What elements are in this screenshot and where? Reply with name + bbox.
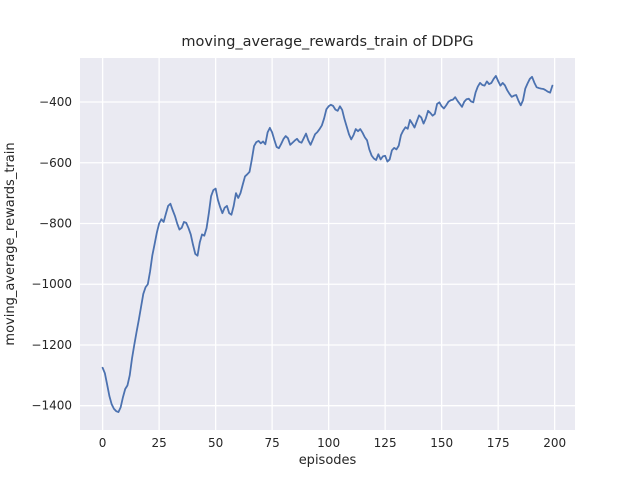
ddpg-reward-line <box>101 75 554 413</box>
x-tick-label: 100 <box>317 436 340 450</box>
y-axis-label: moving_average_rewards_train <box>3 142 18 345</box>
y-tick-label: −1200 <box>31 338 72 352</box>
x-tick-labels: 0 25 50 75 100 125 150 175 200 <box>99 436 566 450</box>
y-tick-label: −600 <box>39 156 72 170</box>
x-tick-label: 200 <box>543 436 566 450</box>
y-tick-label: −800 <box>39 217 72 231</box>
x-tick-label: 150 <box>430 436 453 450</box>
gridlines <box>80 58 575 430</box>
x-tick-label: 0 <box>99 436 107 450</box>
chart-title: moving_average_rewards_train of DDPG <box>181 34 473 50</box>
x-tick-label: 50 <box>208 436 223 450</box>
plot-area <box>80 58 575 430</box>
x-tick-label: 25 <box>151 436 166 450</box>
x-tick-label: 75 <box>264 436 279 450</box>
x-tick-label: 175 <box>487 436 510 450</box>
x-axis-label: episodes <box>299 453 357 468</box>
y-tick-label: −1000 <box>31 277 72 291</box>
y-tick-label: −1400 <box>31 399 72 413</box>
y-tick-label: −400 <box>39 95 72 109</box>
y-tick-labels: −400 −600 −800 −1000 −1200 −1400 <box>31 95 72 413</box>
x-tick-label: 125 <box>374 436 397 450</box>
